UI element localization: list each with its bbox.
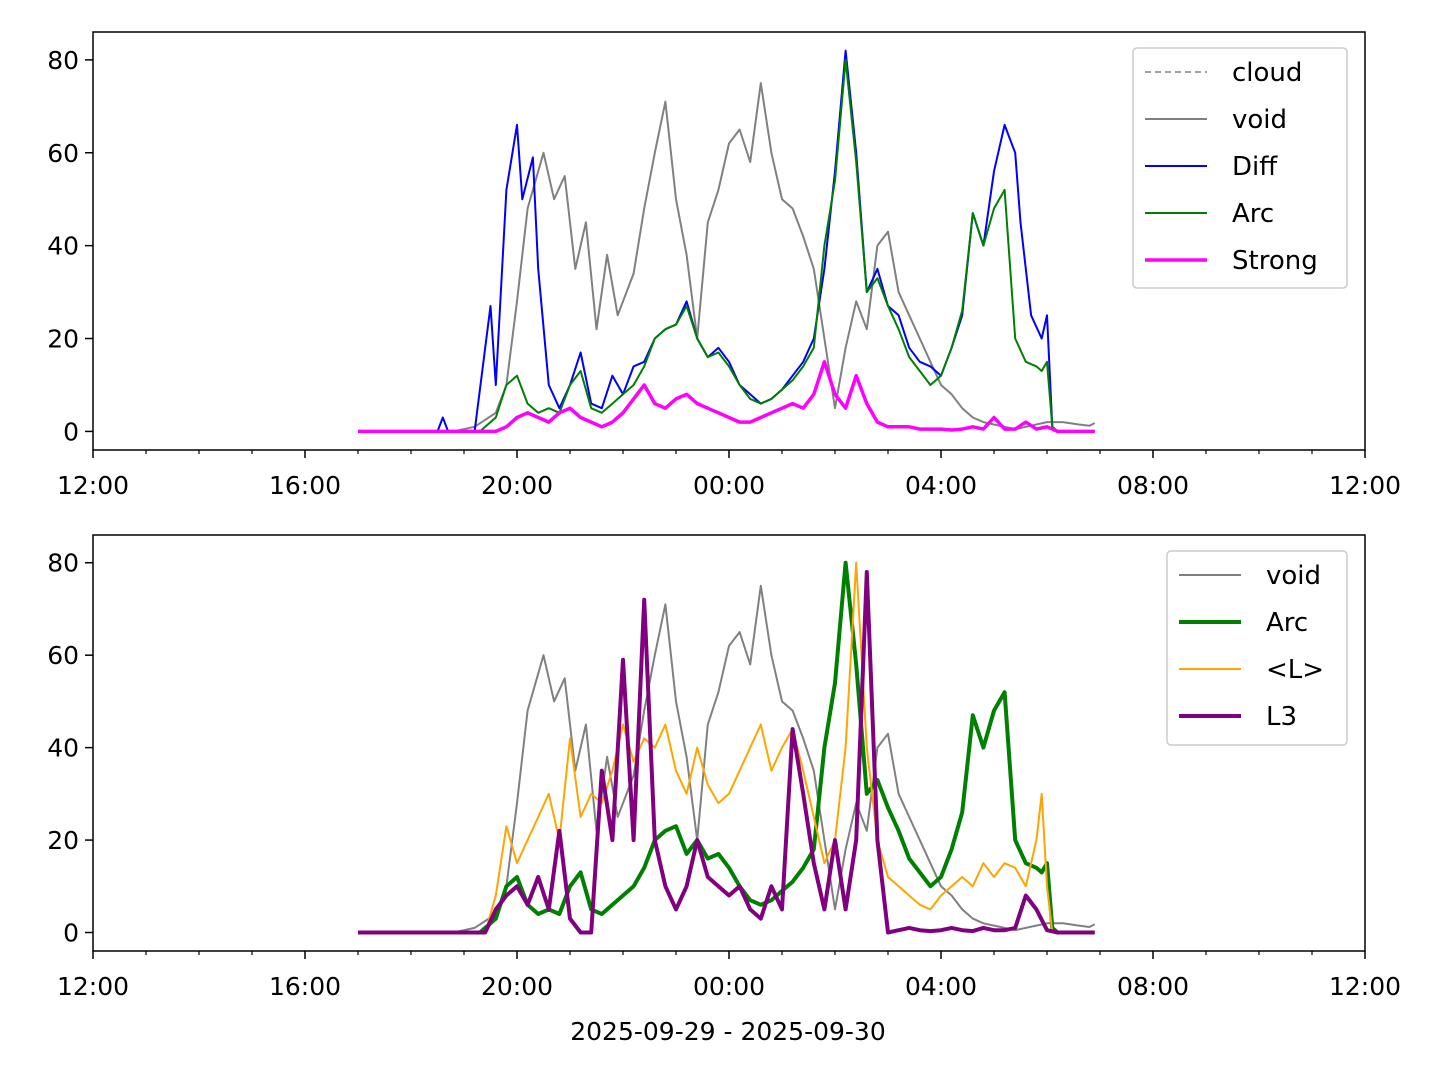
series-line-l bbox=[358, 561, 1095, 934]
x-tick-label: 20:00 bbox=[481, 471, 553, 500]
x-tick-label: 12:00 bbox=[1329, 471, 1401, 500]
x-axis-label: 2025-09-29 - 2025-09-30 bbox=[570, 1017, 886, 1046]
legend-label: Strong bbox=[1232, 246, 1318, 276]
series-line-strong bbox=[358, 360, 1095, 434]
x-tick-label: 12:00 bbox=[57, 471, 129, 500]
top-panel: 0 20 40 60 80 12:00 16:00 20:00 00:00 04:00 08:00 1… bbox=[47, 31, 1401, 500]
x-tick-label: 00:00 bbox=[693, 972, 765, 1001]
y-tick-label: 80 bbox=[47, 46, 79, 75]
series-line-l3 bbox=[358, 570, 1095, 935]
y-tick-label: 40 bbox=[47, 734, 79, 763]
legend-label: void bbox=[1232, 105, 1287, 135]
x-tick-label: 12:00 bbox=[1329, 972, 1401, 1001]
x-tick-label: 12:00 bbox=[57, 972, 129, 1001]
legend-label: Arc bbox=[1266, 608, 1308, 638]
legend-label: Arc bbox=[1232, 199, 1274, 229]
x-tick-label: 08:00 bbox=[1117, 972, 1189, 1001]
y-tick-label: 80 bbox=[47, 549, 79, 578]
x-tick-label: 04:00 bbox=[905, 471, 977, 500]
y-tick-label: 0 bbox=[63, 919, 79, 948]
x-tick-label: 08:00 bbox=[1117, 471, 1189, 500]
x-tick-label: 00:00 bbox=[693, 471, 765, 500]
legend: cloud void Diff Arc Strong bbox=[1132, 47, 1348, 289]
legend-label: L3 bbox=[1266, 702, 1297, 732]
legend-label: Diff bbox=[1232, 152, 1278, 182]
series-line-void bbox=[358, 82, 1096, 433]
x-tick-label: 20:00 bbox=[481, 972, 553, 1001]
y-tick-label: 20 bbox=[47, 826, 79, 855]
legend-box bbox=[1166, 550, 1348, 746]
legend-label: <L> bbox=[1266, 655, 1324, 685]
bottom-panel: 0 20 40 60 80 12:00 16:00 20:00 00:00 04:00 08:00 1… bbox=[47, 534, 1401, 1001]
legend-box bbox=[1132, 47, 1348, 289]
legend: void Arc <L> L3 bbox=[1166, 550, 1348, 746]
y-tick-label: 20 bbox=[47, 325, 79, 354]
series-line-arc bbox=[358, 58, 1095, 433]
y-tick-label: 0 bbox=[63, 417, 79, 446]
legend-label: void bbox=[1266, 561, 1321, 591]
y-tick-label: 60 bbox=[47, 641, 79, 670]
y-tick-label: 40 bbox=[47, 232, 79, 261]
y-tick-label: 60 bbox=[47, 139, 79, 168]
legend-label: cloud bbox=[1232, 58, 1302, 88]
x-tick-label: 16:00 bbox=[269, 471, 341, 500]
x-tick-label: 16:00 bbox=[269, 972, 341, 1001]
x-tick-label: 04:00 bbox=[905, 972, 977, 1001]
series-line-void bbox=[358, 584, 1096, 934]
